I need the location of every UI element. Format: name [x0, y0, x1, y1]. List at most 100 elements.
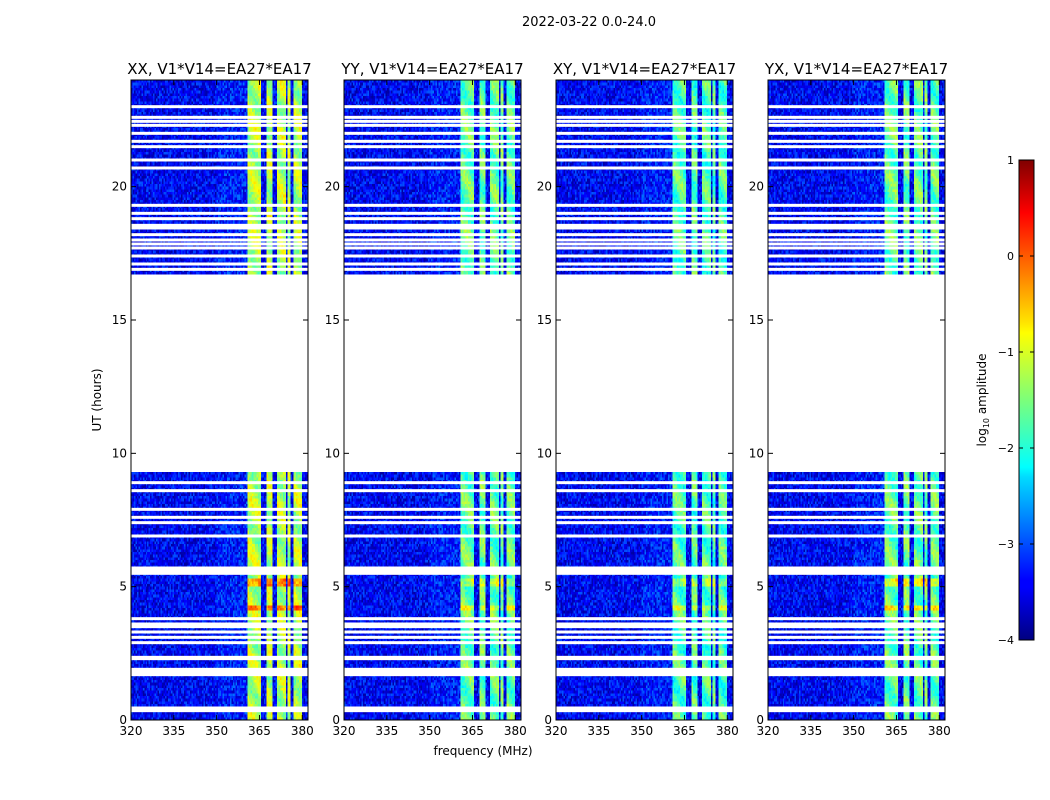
- flagged-row: [768, 119, 945, 123]
- colorbar-tick-label: 0: [1007, 250, 1014, 263]
- flagged-row: [131, 673, 308, 677]
- flagged-row: [556, 158, 733, 162]
- x-tick-label: 350: [842, 724, 865, 738]
- flagged-row: [344, 226, 521, 230]
- y-tick-label: 20: [325, 180, 340, 194]
- flagged-row: [131, 515, 308, 519]
- flagged-row: [768, 211, 945, 215]
- flagged-row: [556, 521, 733, 525]
- flagged-row: [768, 481, 945, 485]
- spectrogram-raster: [131, 80, 308, 720]
- flagged-row: [768, 673, 945, 677]
- flagged-row: [131, 254, 308, 258]
- flagged-row: [344, 267, 521, 271]
- flagged-row: [344, 166, 521, 170]
- x-tick-label: 350: [418, 724, 441, 738]
- y-tick-label: 15: [537, 313, 552, 327]
- flagged-row: [556, 123, 733, 127]
- flagged-row: [344, 566, 521, 570]
- flagged-row: [131, 630, 308, 634]
- flagged-row: [556, 507, 733, 511]
- flagged-row: [131, 139, 308, 143]
- flagged-row: [131, 158, 308, 162]
- flagged-row: [131, 670, 308, 674]
- flagged-row: [556, 242, 733, 246]
- flagged-row: [556, 105, 733, 109]
- flagged-row: [556, 238, 733, 242]
- flagged-row: [556, 534, 733, 538]
- x-tick-label: 320: [120, 724, 143, 738]
- flagged-row: [556, 489, 733, 493]
- flagged-row: [344, 131, 521, 135]
- flagged-row: [131, 267, 308, 271]
- flagged-row: [131, 217, 308, 221]
- y-tick-label: 5: [119, 580, 127, 594]
- flagged-row: [344, 617, 521, 621]
- flagged-row: [556, 211, 733, 215]
- x-tick-label: 335: [375, 724, 398, 738]
- y-tick-label: 0: [119, 713, 127, 727]
- flagged-row: [131, 166, 308, 170]
- flagged-row: [131, 131, 308, 135]
- x-tick-label: 335: [162, 724, 185, 738]
- flagged-row: [131, 481, 308, 485]
- flagged-row: [768, 131, 945, 135]
- flagged-row: [768, 566, 945, 570]
- flagged-row: [131, 569, 308, 573]
- flagged-row: [131, 622, 308, 626]
- x-tick-label: 365: [673, 724, 696, 738]
- flagged-row: [556, 119, 733, 123]
- flagged-row: [344, 238, 521, 242]
- flagged-row: [344, 115, 521, 119]
- flagged-row: [768, 115, 945, 119]
- x-tick-label: 380: [291, 724, 314, 738]
- panel-title: XY, V1*V14=EA27*EA17: [553, 60, 736, 78]
- flagged-row: [768, 262, 945, 266]
- flagged-row: [344, 246, 521, 250]
- flagged-row: [344, 534, 521, 538]
- flagged-row: [344, 123, 521, 127]
- flagged-row: [768, 655, 945, 659]
- y-tick-label: 0: [544, 713, 552, 727]
- flagged-row: [556, 569, 733, 573]
- flagged-row: [344, 673, 521, 677]
- flagged-row: [768, 166, 945, 170]
- y-tick-label: 15: [749, 313, 764, 327]
- flagged-row: [556, 622, 733, 626]
- panel-frame: [343, 79, 522, 721]
- flagged-row: [556, 226, 733, 230]
- flagged-row: [768, 521, 945, 525]
- flagged-row: [344, 217, 521, 221]
- flagged-row: [768, 534, 945, 538]
- y-tick-label: 0: [756, 713, 764, 727]
- flagged-row: [131, 641, 308, 645]
- flagged-row: [344, 622, 521, 626]
- flagged-row: [344, 223, 521, 227]
- flagged-row: [131, 521, 308, 525]
- x-tick-label: 320: [333, 724, 356, 738]
- flagged-row: [768, 223, 945, 227]
- flagged-row: [131, 635, 308, 639]
- flagged-row: [131, 115, 308, 119]
- flagged-row: [768, 622, 945, 626]
- flagged-row: [556, 571, 733, 575]
- flagged-row: [344, 515, 521, 519]
- colorbar-label: log10 amplitude: [975, 354, 991, 447]
- x-tick-label: 365: [885, 724, 908, 738]
- flagged-row: [344, 507, 521, 511]
- x-tick-label: 320: [757, 724, 780, 738]
- panels: XX, V1*V14=EA27*EA17 320 335 350 365 380 0 5 10 1…: [112, 60, 951, 738]
- flagged-row: [131, 709, 308, 713]
- flagged-row: [131, 534, 308, 538]
- flagged-row: [344, 571, 521, 575]
- flagged-row: [131, 655, 308, 659]
- x-tick-label: 350: [630, 724, 653, 738]
- y-tick-label: 10: [537, 446, 552, 460]
- flagged-row: [131, 242, 308, 246]
- flagged-row: [768, 139, 945, 143]
- flagged-row: [556, 635, 733, 639]
- flagged-row: [556, 115, 733, 119]
- flagged-row: [768, 242, 945, 246]
- flagged-row: [131, 203, 308, 207]
- flagged-row: [556, 217, 733, 221]
